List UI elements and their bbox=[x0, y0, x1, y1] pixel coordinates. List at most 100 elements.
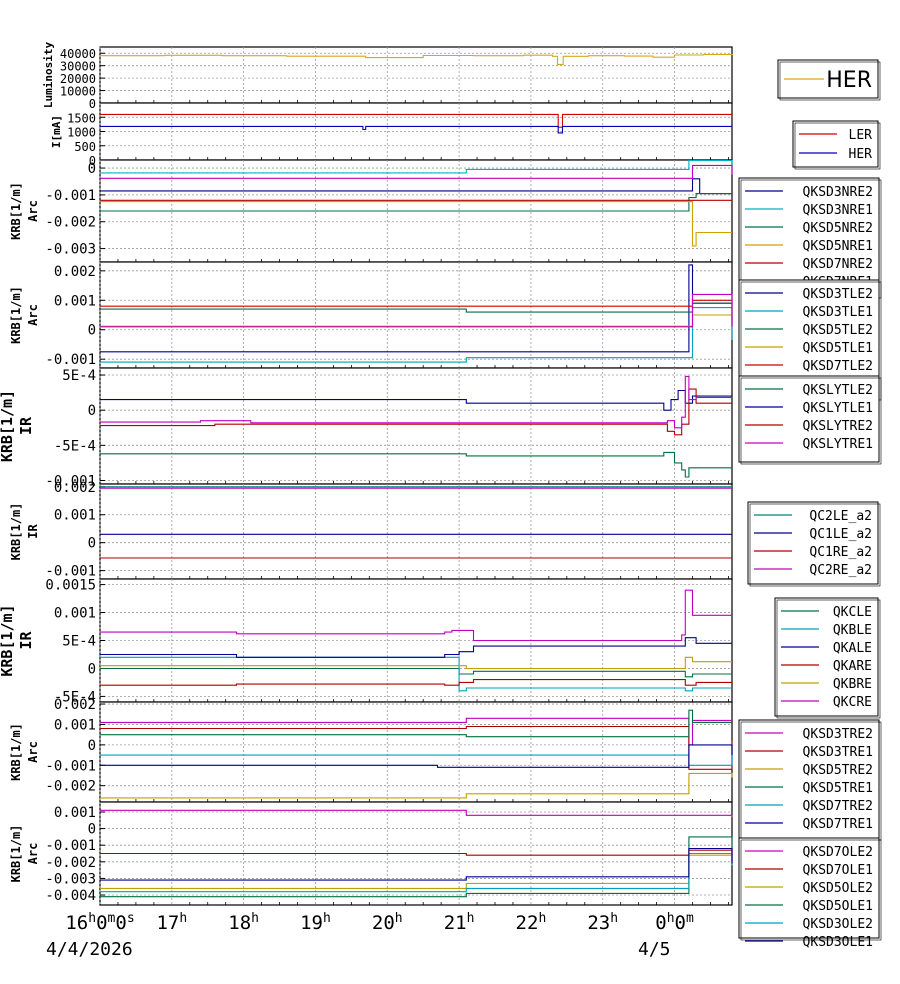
y-axis-sublabel: Arc bbox=[26, 200, 40, 222]
legend-box bbox=[792, 120, 879, 168]
series-line-QKSD5NRE2 bbox=[100, 193, 732, 212]
legend-label: QKSD3OLE1 bbox=[803, 935, 873, 950]
series-line-QKSD3TLE1 bbox=[100, 307, 733, 363]
series-line-QKSD7TLE1 bbox=[100, 293, 733, 328]
series-line-QKSD5TRE1 bbox=[100, 709, 732, 738]
legend-box bbox=[738, 837, 880, 939]
series-line-QKSLYTRE2 bbox=[100, 388, 732, 436]
legend-shadow bbox=[794, 122, 881, 170]
y-tick-label: 0.002 bbox=[54, 264, 96, 280]
x-tick-label: 21h bbox=[444, 911, 475, 934]
series-line-QKALE bbox=[100, 637, 732, 658]
series-line-QKSD5TRE2 bbox=[100, 772, 733, 799]
legend-label: QKSD5TLE1 bbox=[803, 341, 873, 356]
series-line-QKCRE bbox=[100, 589, 732, 642]
x-tick-label: 17h bbox=[156, 911, 187, 934]
y-tick-label: 0 bbox=[88, 323, 96, 339]
y-tick-label: -0.001 bbox=[45, 758, 96, 774]
y-tick-label: 0.001 bbox=[54, 805, 96, 821]
legend-2: LER HER bbox=[792, 120, 881, 170]
series-line-QKSD5OLE2 bbox=[100, 854, 733, 889]
series-line-QKSD3OLE2 bbox=[100, 852, 733, 893]
legend-label: QKSD7TRE1 bbox=[803, 817, 873, 832]
legend-label: QKSD5TRE2 bbox=[803, 763, 873, 778]
x-tick-label: 16h0m0s bbox=[65, 911, 134, 934]
legend-label: QKSD5NRE2 bbox=[803, 221, 873, 236]
legend-label: QC1RE_a2 bbox=[809, 545, 872, 560]
panel-3: 0 -0.001 -0.002 -0.003 KRB[1/m] Arc bbox=[9, 159, 733, 263]
panel-6: 0.002 0.001 0 -0.001 KRB[1/m] IR bbox=[9, 480, 733, 580]
legend-label: QC2LE_a2 bbox=[809, 509, 872, 524]
legend-label: QKSD7NRE2 bbox=[803, 257, 873, 272]
y-tick-label: 0.001 bbox=[54, 508, 96, 524]
series-line-QKSD3OLE1 bbox=[100, 847, 733, 881]
legend-6: QC2LE_a2 QC1LE_a2 QC1RE_a2 QC2RE_a2 bbox=[747, 501, 881, 587]
legend-shadow bbox=[740, 377, 882, 465]
y-tick-label: 0 bbox=[89, 97, 96, 111]
x-tick-label: 0h0m bbox=[655, 911, 694, 934]
plot-frame bbox=[99, 261, 733, 369]
legend-7: QKCLE QKBLE QKALE QKARE QKBRE QKCRE bbox=[774, 597, 881, 719]
panel-8: 0.002 0.001 0 -0.001 -0.002 KRB[1/m] Arc bbox=[9, 697, 733, 803]
y-tick-label: 0 bbox=[88, 822, 96, 838]
series-line-QKSD7OLE2 bbox=[100, 809, 733, 817]
x-tick-label: 23h bbox=[587, 911, 618, 934]
legend-label: QKSD5TLE2 bbox=[803, 323, 873, 338]
y-tick-label: -5E-4 bbox=[54, 689, 96, 705]
y-tick-label: -0.002 bbox=[45, 855, 96, 871]
y-tick-label: 0 bbox=[88, 161, 96, 177]
y-axis-label: KRB[1/m] bbox=[9, 723, 23, 781]
legend-3: QKSD3NRE2 QKSD3NRE1 QKSD5NRE2 QKSD5NRE1 QKSD… bbox=[738, 177, 882, 299]
y-tick-label: 0.002 bbox=[54, 480, 96, 496]
y-tick-label: -5E-4 bbox=[54, 438, 96, 454]
y-tick-label: -0.002 bbox=[45, 779, 96, 795]
y-axis-label: Luminosity bbox=[42, 42, 55, 109]
y-axis-label: KRB[1/m] bbox=[9, 503, 23, 561]
y-axis-sublabel: IR bbox=[17, 631, 35, 650]
y-axis-sublabel: Arc bbox=[26, 304, 40, 326]
y-tick-label: 0 bbox=[88, 403, 96, 419]
legend-shadow bbox=[779, 61, 881, 101]
y-tick-label: -0.001 bbox=[45, 188, 96, 204]
series-line-QKSD3TRE2 bbox=[100, 717, 732, 746]
y-tick-label: -0.004 bbox=[45, 888, 96, 904]
series-line-QKSD5TLE2 bbox=[100, 302, 733, 324]
y-tick-label: 500 bbox=[74, 140, 96, 154]
legend-label: QKBLE bbox=[833, 623, 872, 638]
plot-frame bbox=[99, 701, 733, 803]
start-date-label: 4/4/2026 bbox=[46, 939, 133, 960]
legend-label: QKSLYTRE2 bbox=[803, 419, 873, 434]
series-line-QKSD3NRE1 bbox=[100, 159, 733, 174]
y-tick-label: 0.001 bbox=[54, 293, 96, 309]
y-tick-label: 30000 bbox=[60, 60, 96, 74]
panel-5: 5E-4 0 -5E-4 -0.001 KRB[1/m] IR bbox=[0, 367, 733, 489]
legend-label: HER bbox=[849, 147, 873, 162]
legend-label: QKSD5OLE2 bbox=[803, 881, 873, 896]
legend-label: QKSD7OLE1 bbox=[803, 863, 873, 878]
y-axis-sublabel: Arc bbox=[26, 741, 40, 763]
legend-label: QKSD3TLE1 bbox=[803, 305, 873, 320]
y-axis-label: KRB[1/m] bbox=[9, 286, 23, 344]
y-tick-label: -0.001 bbox=[45, 473, 96, 489]
next-date-label: 4/5 bbox=[638, 939, 671, 960]
legend-9: QKSD7OLE2 QKSD7OLE1 QKSD5OLE2 QKSD5OLE1 QKSD… bbox=[738, 837, 882, 950]
y-axis-label: KRB[1/m] bbox=[9, 182, 23, 240]
y-tick-label: 20000 bbox=[60, 72, 96, 86]
y-tick-label: 40000 bbox=[60, 47, 96, 61]
series-line-QKSLYTLE2 bbox=[100, 451, 732, 478]
legend-label: QKSD3NRE1 bbox=[803, 203, 873, 218]
y-tick-label: 10000 bbox=[60, 85, 96, 99]
legend-label: QKARE bbox=[833, 659, 872, 674]
panel-4: 0.002 0.001 0 -0.001 KRB[1/m] Arc bbox=[9, 261, 733, 369]
legend-box bbox=[738, 719, 880, 839]
legend-label: QKSD7OLE2 bbox=[803, 845, 873, 860]
y-tick-label: 0 bbox=[88, 536, 96, 552]
y-tick-label: -0.002 bbox=[45, 215, 96, 231]
legend-label: QKCRE bbox=[833, 695, 872, 710]
legend-1: HER bbox=[777, 59, 881, 101]
legend-label: QKSLYTLE2 bbox=[803, 383, 873, 398]
legend-label: QKSD5OLE1 bbox=[803, 899, 873, 914]
legend-label: HER bbox=[826, 68, 872, 93]
series-line-QKSD7TRE1 bbox=[100, 744, 733, 768]
